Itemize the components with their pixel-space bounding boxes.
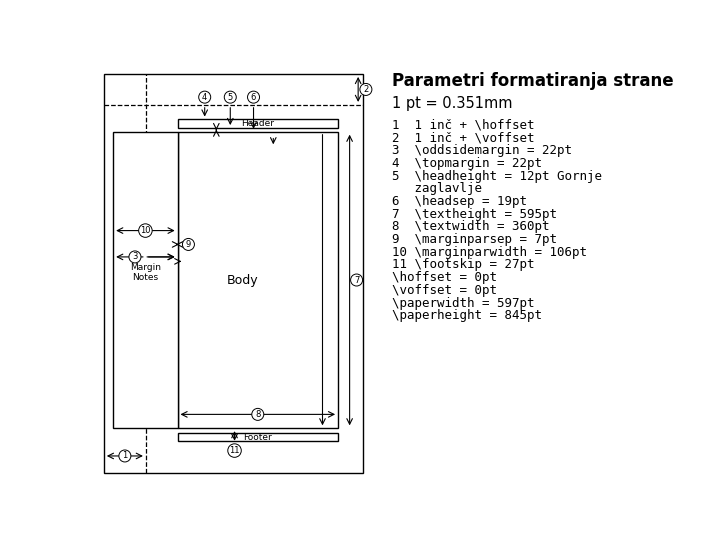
Text: 3: 3 (132, 252, 138, 261)
Text: 1: 1 (122, 451, 127, 461)
Text: 6  \headsep = 19pt: 6 \headsep = 19pt (392, 195, 527, 208)
Text: Margin
Notes: Margin Notes (130, 262, 161, 282)
Text: \hoffset = 0pt: \hoffset = 0pt (392, 271, 498, 284)
Text: \paperheight = 845pt: \paperheight = 845pt (392, 309, 542, 322)
Text: 8: 8 (255, 410, 261, 419)
Text: 7: 7 (354, 275, 359, 285)
Text: 2  1 inč + \voffset: 2 1 inč + \voffset (392, 131, 535, 144)
Text: 4: 4 (202, 93, 207, 102)
Text: zaglavlje: zaglavlje (392, 182, 482, 195)
Text: 10: 10 (140, 226, 150, 235)
Text: 5: 5 (228, 93, 233, 102)
Text: 4  \topmargin = 22pt: 4 \topmargin = 22pt (392, 157, 542, 170)
Text: Header: Header (241, 119, 274, 128)
Text: 3  \oddsidemargin = 22pt: 3 \oddsidemargin = 22pt (392, 144, 572, 157)
Bar (113, 132, 178, 428)
Text: 11: 11 (229, 446, 240, 455)
Text: 5  \headheight = 12pt Gornje: 5 \headheight = 12pt Gornje (392, 170, 602, 183)
Text: \voffset = 0pt: \voffset = 0pt (392, 284, 498, 297)
Text: 2: 2 (364, 85, 369, 94)
Text: Parametri formatiranja strane: Parametri formatiranja strane (392, 72, 674, 91)
Bar (178, 119, 338, 128)
Bar (178, 132, 338, 428)
Text: 1  1 inč + \hoffset: 1 1 inč + \hoffset (392, 119, 535, 132)
Bar (178, 433, 338, 441)
Text: \paperwidth = 597pt: \paperwidth = 597pt (392, 296, 535, 309)
Bar (104, 74, 363, 473)
Text: 9  \marginparsep = 7pt: 9 \marginparsep = 7pt (392, 233, 557, 246)
Text: 9: 9 (186, 240, 191, 249)
Text: 7  \textheight = 595pt: 7 \textheight = 595pt (392, 208, 557, 221)
Text: Body: Body (227, 274, 258, 287)
Text: 10 \marginparwidth = 106pt: 10 \marginparwidth = 106pt (392, 246, 588, 259)
Text: 8  \textwidth = 360pt: 8 \textwidth = 360pt (392, 220, 550, 233)
Text: Footer: Footer (243, 433, 272, 442)
Text: 11 \footskip = 27pt: 11 \footskip = 27pt (392, 259, 535, 272)
Text: 6: 6 (251, 93, 256, 102)
Text: 1 pt = 0.351mm: 1 pt = 0.351mm (392, 96, 513, 111)
